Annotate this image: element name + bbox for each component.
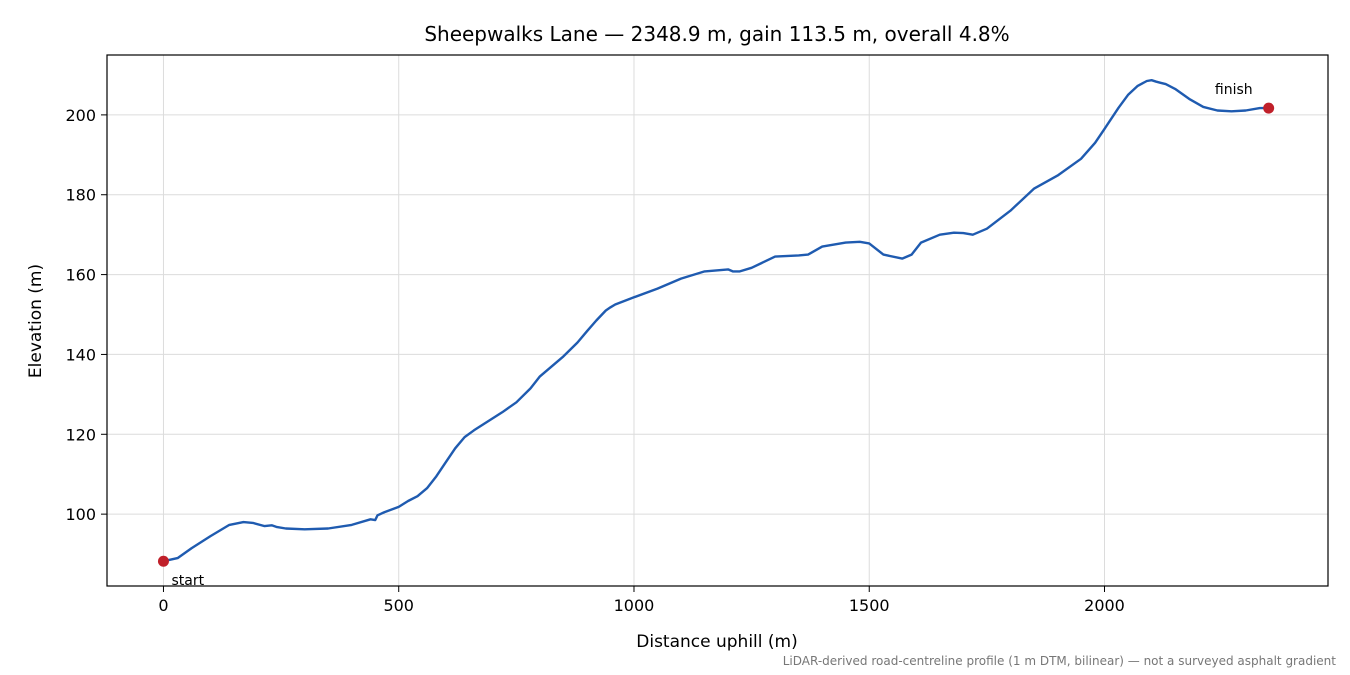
start-label: start [171,573,204,589]
x-tick-label: 1500 [849,596,890,615]
footnote: LiDAR-derived road-centreline profile (1… [783,654,1337,668]
x-tick-label: 500 [383,596,414,615]
y-tick-label: 180 [65,186,96,205]
finish-label: finish [1215,82,1253,98]
marker-layer: start finish [157,82,1275,589]
y-tick-label: 100 [65,505,96,524]
y-tick-label: 200 [65,106,96,125]
y-tick-label: 120 [65,425,96,444]
series-layer [162,78,1270,563]
finish-marker [1263,102,1275,114]
start-marker [157,555,169,567]
plot-frame [106,54,1329,587]
x-tick-label: 1000 [614,596,655,615]
elevation-profile-line [162,78,1270,563]
x-tick-label: 0 [158,596,168,615]
axis-ticks: 0 500 1000 1500 2000 100 120 140 160 180 200 [65,106,1124,615]
y-tick-label: 160 [65,266,96,285]
y-axis-label: Elevation (m) [26,264,46,378]
chart-title: Sheepwalks Lane — 2348.9 m, gain 113.5 m… [424,22,1009,46]
grid-lines [107,55,1328,586]
x-axis-label: Distance uphill (m) [636,632,797,652]
y-tick-label: 140 [65,345,96,364]
x-tick-label: 2000 [1084,596,1125,615]
